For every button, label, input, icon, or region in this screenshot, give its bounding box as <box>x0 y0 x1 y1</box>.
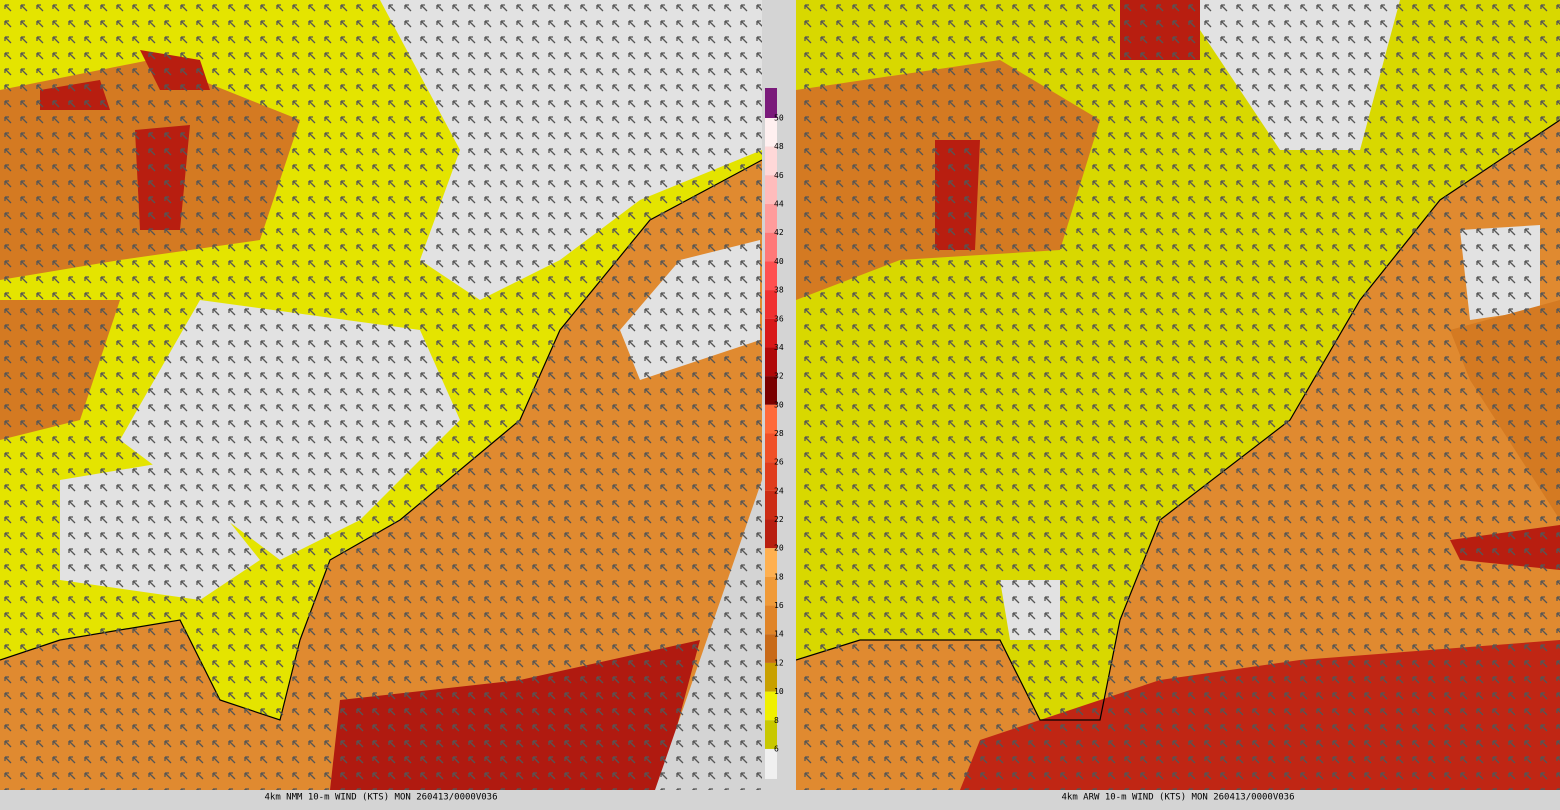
colorbar-swatch <box>765 433 777 463</box>
colorbar-swatch <box>765 175 777 205</box>
colorbar-swatch <box>765 118 777 147</box>
colorbar-swatch <box>765 748 777 779</box>
wind-vectors <box>796 0 1560 790</box>
colorbar-swatch <box>765 519 777 549</box>
colorbar-swatch <box>765 204 777 233</box>
panel-caption: 4km ARW 10-m WIND (KTS) MON 260413/0000V… <box>1062 793 1295 803</box>
colorbar-label: 40 <box>774 257 784 266</box>
colorbar-label: 16 <box>774 601 784 610</box>
colorbar-swatch <box>765 490 777 520</box>
colorbar-swatch <box>765 290 777 319</box>
colorbar-label: 32 <box>774 372 784 381</box>
map-panel-right <box>796 0 1560 790</box>
colorbar-swatch <box>765 318 777 348</box>
colorbar-swatch <box>765 662 777 692</box>
colorbar-swatch <box>765 691 777 721</box>
colorbar-label: 8 <box>774 716 779 725</box>
colorbar-label: 26 <box>774 458 784 467</box>
map-panel-left <box>0 0 762 790</box>
colorbar-label: 36 <box>774 314 784 323</box>
colorbar-label: 48 <box>774 142 784 151</box>
colorbar-swatch <box>765 548 777 577</box>
colorbar-label: 44 <box>774 200 784 209</box>
colorbar-label: 42 <box>774 228 784 237</box>
colorbar-label: 50 <box>774 114 784 123</box>
colorbar-label: 12 <box>774 658 784 667</box>
colorbar: 50 48 46 44 42 40 38 36 34 32 30 28 26 24 22 20 18 16 14 12… <box>765 88 784 779</box>
colorbar-swatch <box>765 634 777 663</box>
colorbar-swatch <box>765 462 777 491</box>
colorbar-label: 10 <box>774 687 784 696</box>
panel-caption: 4km NMM 10-m WIND (KTS) MON 260413/0000V… <box>265 793 498 803</box>
colorbar-label: 14 <box>774 630 784 639</box>
colorbar-label: 20 <box>774 544 784 553</box>
colorbar-swatch <box>765 720 777 749</box>
colorbar-label: 34 <box>774 343 784 352</box>
colorbar-swatch <box>765 261 777 291</box>
colorbar-label: 46 <box>774 171 784 180</box>
colorbar-swatch <box>765 576 777 606</box>
colorbar-swatch <box>765 347 777 377</box>
colorbar-label: 6 <box>774 744 779 753</box>
colorbar-swatch <box>765 146 777 176</box>
colorbar-swatch <box>765 232 777 262</box>
colorbar-label: 22 <box>774 515 784 524</box>
colorbar-swatch <box>765 88 777 118</box>
colorbar-label: 24 <box>774 486 784 495</box>
colorbar-label: 28 <box>774 429 784 438</box>
colorbar-swatch <box>765 605 777 635</box>
colorbar-label: 38 <box>774 286 784 295</box>
colorbar-label: 30 <box>774 400 784 409</box>
wind-vectors <box>0 0 762 790</box>
colorbar-swatch <box>765 376 777 405</box>
colorbar-swatch <box>765 404 777 434</box>
colorbar-label: 18 <box>774 572 784 581</box>
